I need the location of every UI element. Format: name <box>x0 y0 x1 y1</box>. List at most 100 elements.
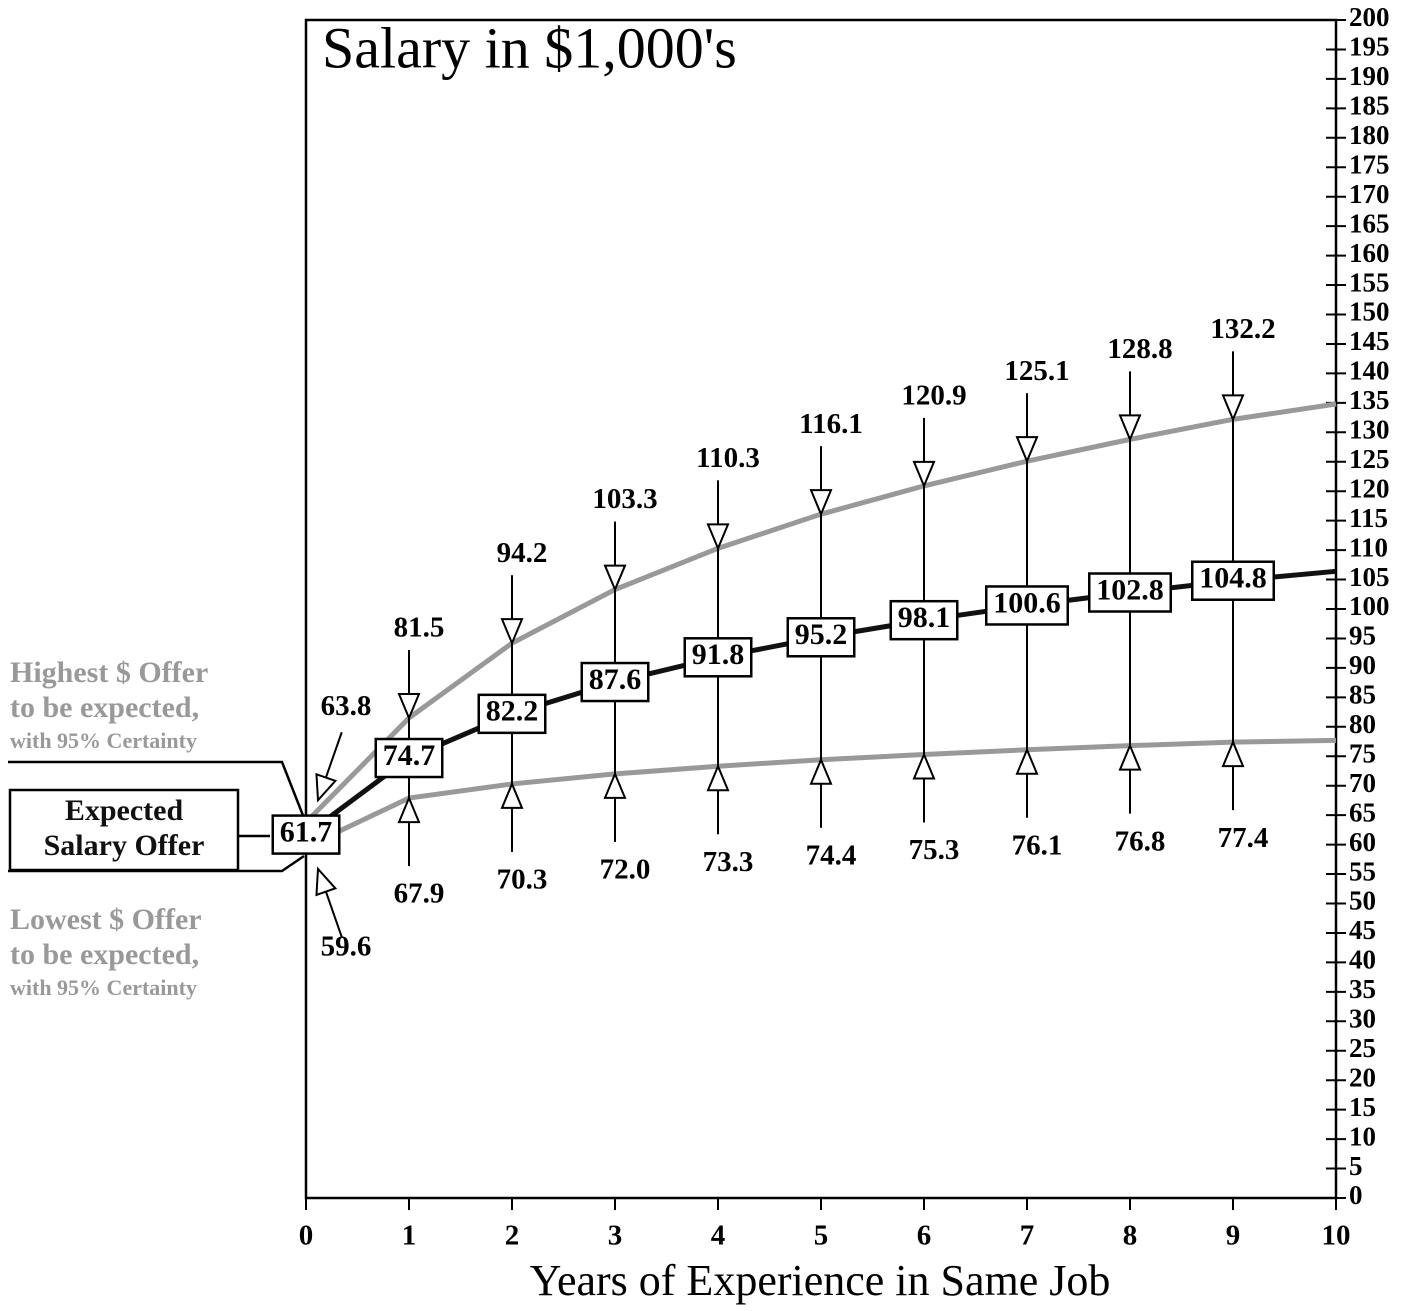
x-tick-label: 4 <box>711 1220 726 1252</box>
label-box <box>271 814 341 855</box>
data-label: 104.8 <box>1199 562 1267 595</box>
arrow-head <box>1118 414 1142 442</box>
y-tick-label: 110 <box>1349 532 1388 562</box>
data-label: 94.2 <box>497 537 548 569</box>
data-label: 82.2 <box>486 695 539 728</box>
data-label: 110.3 <box>696 442 760 474</box>
y-tick-label: 95 <box>1349 621 1376 651</box>
data-label: 59.6 <box>321 931 372 963</box>
data-label: 67.9 <box>394 878 445 910</box>
y-tick-label: 30 <box>1349 1004 1376 1034</box>
x-tick-label: 1 <box>402 1220 417 1252</box>
arrow-head <box>1015 747 1039 775</box>
data-label: 63.8 <box>321 690 372 722</box>
arrow-head <box>397 692 421 721</box>
y-tick-label: 180 <box>1349 120 1390 150</box>
y-tick-label: 90 <box>1349 650 1376 680</box>
y-tick-label: 120 <box>1349 473 1390 503</box>
arrow-head <box>912 751 936 780</box>
y-tick-label: 185 <box>1349 91 1390 121</box>
label-box <box>1088 572 1172 613</box>
arrow-head <box>397 795 421 824</box>
arrow-head <box>809 489 833 517</box>
arrow-head <box>315 866 338 897</box>
y-tick-label: 60 <box>1349 827 1376 857</box>
arrow-head <box>1221 739 1245 768</box>
x-tick-label: 3 <box>608 1220 623 1252</box>
data-label: 74.4 <box>806 839 857 871</box>
annotation: to be expected, <box>10 691 199 724</box>
data-label: 61.7 <box>280 815 333 848</box>
x-tick-label: 9 <box>1226 1220 1241 1252</box>
y-tick-label: 45 <box>1349 915 1376 945</box>
y-tick-label: 100 <box>1349 591 1390 621</box>
arrow-head <box>706 523 730 551</box>
y-tick-label: 25 <box>1349 1033 1376 1063</box>
arrow-head <box>1118 743 1142 771</box>
y-tick-label: 200 <box>1349 2 1390 32</box>
chart-title: Salary in $1,000's <box>322 15 737 80</box>
data-label: 70.3 <box>497 864 548 896</box>
x-tick-label: 8 <box>1123 1220 1138 1252</box>
data-label: 98.1 <box>898 601 951 634</box>
data-label: 132.2 <box>1210 313 1275 345</box>
data-label: 125.1 <box>1004 355 1069 387</box>
x-tick-label: 5 <box>814 1220 829 1252</box>
data-label: 128.8 <box>1107 333 1172 365</box>
data-label: 76.8 <box>1115 825 1166 857</box>
y-tick-label: 40 <box>1349 945 1376 975</box>
data-label: 120.9 <box>901 380 966 412</box>
y-tick-label: 140 <box>1349 356 1390 386</box>
annotation: Expected <box>65 794 184 827</box>
data-label: 102.8 <box>1096 573 1164 606</box>
y-tick-label: 75 <box>1349 738 1376 768</box>
y-tick-label: 175 <box>1349 149 1390 179</box>
label-box <box>580 661 650 703</box>
arrow-head <box>603 771 627 799</box>
data-label: 75.3 <box>909 834 960 866</box>
y-tick-label: 155 <box>1349 267 1390 297</box>
label-box <box>985 585 1069 626</box>
annotation: to be expected, <box>10 938 199 971</box>
y-tick-label: 35 <box>1349 974 1376 1004</box>
arrow-head <box>603 564 627 593</box>
y-tick-label: 135 <box>1349 385 1390 415</box>
x-tick-label: 6 <box>917 1220 932 1252</box>
data-label: 81.5 <box>394 612 445 644</box>
y-tick-label: 125 <box>1349 444 1390 474</box>
y-tick-label: 150 <box>1349 297 1390 327</box>
y-tick-label: 145 <box>1349 326 1390 356</box>
annotation: with 95% Certainty <box>10 975 197 1000</box>
data-label: 74.7 <box>383 739 436 772</box>
label-box <box>1191 560 1275 601</box>
label-box <box>374 737 444 779</box>
y-tick-label: 195 <box>1349 32 1390 62</box>
y-tick-label: 115 <box>1349 503 1388 533</box>
annotation: with 95% Certainty <box>10 728 197 753</box>
y-tick-label: 0 <box>1349 1180 1363 1210</box>
data-label: 95.2 <box>795 618 848 651</box>
y-tick-label: 85 <box>1349 680 1376 710</box>
legend-box <box>8 788 240 872</box>
annotation: Salary Offer <box>44 829 205 862</box>
data-label: 73.3 <box>703 846 754 878</box>
annotation: Highest $ Offer <box>10 656 208 689</box>
arrow-head <box>500 781 524 809</box>
data-label: 76.1 <box>1012 829 1063 861</box>
data-label: 72.0 <box>600 854 651 886</box>
data-label: 116.1 <box>799 408 863 440</box>
y-tick-label: 80 <box>1349 709 1376 739</box>
arrow-head <box>809 757 833 785</box>
y-tick-label: 55 <box>1349 856 1376 886</box>
arrow-head <box>912 460 936 489</box>
data-label: 77.4 <box>1218 822 1269 854</box>
y-tick-label: 130 <box>1349 415 1390 445</box>
x-tick-label: 0 <box>299 1220 314 1252</box>
y-tick-label: 15 <box>1349 1092 1376 1122</box>
y-tick-label: 160 <box>1349 238 1390 268</box>
y-tick-label: 190 <box>1349 61 1390 91</box>
y-tick-label: 70 <box>1349 768 1376 798</box>
annotation: Lowest $ Offer <box>10 903 202 936</box>
